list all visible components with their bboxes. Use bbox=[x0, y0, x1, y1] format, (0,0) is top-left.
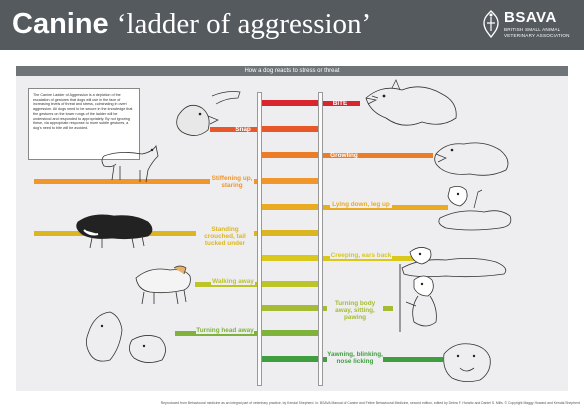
label-yawning: Yawning, blinking, nose licking bbox=[327, 351, 383, 365]
walking-away-dog-icon bbox=[135, 265, 191, 305]
footer-credit: Reproduced from Behavioural medicine as … bbox=[160, 401, 580, 405]
rung-creeping bbox=[262, 255, 318, 261]
label-lying-down: Lying down, leg up bbox=[330, 201, 392, 208]
growling-dog-icon bbox=[434, 142, 509, 176]
label-bite: BITE bbox=[332, 100, 348, 107]
head-turned-dog-icon bbox=[86, 311, 166, 363]
connector-growling bbox=[323, 153, 433, 158]
label-growling: Growling bbox=[330, 152, 358, 159]
logo-text: BSAVA bbox=[504, 9, 557, 26]
ladder-left-rail bbox=[257, 92, 262, 386]
rung-turning-body bbox=[262, 305, 318, 311]
yawning-dog-icon bbox=[443, 343, 491, 382]
snapping-dog-icon bbox=[176, 91, 241, 136]
rung-turning-head bbox=[262, 330, 318, 336]
ladder-right-rail bbox=[318, 92, 323, 386]
crouching-dog-icon bbox=[76, 214, 153, 249]
connector-yawning bbox=[323, 357, 443, 362]
bsava-crest-icon bbox=[483, 10, 499, 39]
connector-snap bbox=[210, 127, 257, 132]
label-standing-crouched: Standing crouched, tail tucked under bbox=[196, 226, 254, 247]
intro-box: The Canine Ladder of Aggression is a dep… bbox=[28, 88, 140, 160]
label-snap: Snap bbox=[235, 126, 251, 133]
rung-bite bbox=[262, 100, 318, 106]
panel-heading: How a dog reacts to stress or threat bbox=[16, 66, 568, 76]
sitting-pawing-dog-icon bbox=[399, 264, 437, 332]
rung-walking-away bbox=[262, 281, 318, 287]
label-creeping: Creeping, ears back bbox=[330, 252, 392, 259]
rung-standing-crouched bbox=[262, 230, 318, 236]
connector-bite bbox=[323, 101, 360, 106]
rung-lying-down bbox=[262, 204, 318, 210]
label-turning-head: Turning head away bbox=[196, 327, 254, 334]
lying-dog-icon bbox=[438, 186, 512, 231]
connector-stiffening bbox=[34, 179, 257, 184]
creeping-dog-icon bbox=[401, 247, 507, 278]
bsava-logo: BSAVA BRITISH SMALL ANIMAL VETERINARY AS… bbox=[480, 7, 576, 45]
rung-growling bbox=[262, 152, 318, 158]
label-walking-away: Walking away bbox=[211, 278, 255, 285]
title-rest: ‘ladder of aggression’ bbox=[116, 8, 372, 40]
staring-dog-icon bbox=[101, 144, 159, 183]
label-turning-body: Turning body away, sitting, pawing bbox=[327, 300, 383, 321]
rung-stiffening bbox=[262, 178, 318, 184]
logo-subtitle: BRITISH SMALL ANIMAL VETERINARY ASSOCIAT… bbox=[504, 27, 570, 38]
rung-yawning bbox=[262, 356, 318, 362]
page-title: Canine ‘ladder of aggression’ bbox=[12, 6, 371, 42]
title-bold: Canine bbox=[12, 8, 109, 40]
biting-dog-icon bbox=[365, 79, 457, 126]
label-stiffening: Stiffening up, staring bbox=[210, 175, 254, 189]
header-banner: Canine ‘ladder of aggression’ BSAVA BRIT… bbox=[0, 0, 584, 50]
rung-snap bbox=[262, 126, 318, 132]
